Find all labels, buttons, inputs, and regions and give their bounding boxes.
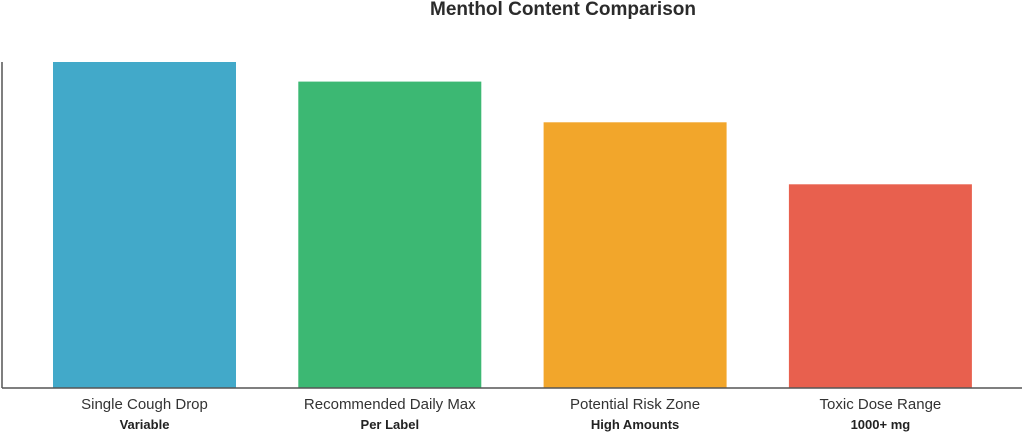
- chart-title: Menthol Content Comparison: [430, 0, 696, 20]
- bars-layer: [53, 62, 972, 389]
- category-sublabel-4: 1000+ mg: [851, 417, 911, 432]
- bar-1: [53, 62, 236, 388]
- labels-layer: Single Cough Drop Variable Recommended Dai…: [81, 396, 941, 432]
- category-sublabel-2: Per Label: [361, 417, 420, 432]
- bar-4: [788, 184, 972, 389]
- category-label-2: Recommended Daily Max: [304, 396, 476, 413]
- category-label-4: Toxic Dose Range: [820, 396, 942, 413]
- category-sublabel-1: Variable: [120, 417, 170, 432]
- bar-3: [543, 122, 727, 389]
- category-label-1: Single Cough Drop: [81, 396, 208, 413]
- category-label-3: Potential Risk Zone: [570, 396, 700, 413]
- category-sublabel-3: High Amounts: [591, 417, 679, 432]
- bar-2: [298, 81, 482, 388]
